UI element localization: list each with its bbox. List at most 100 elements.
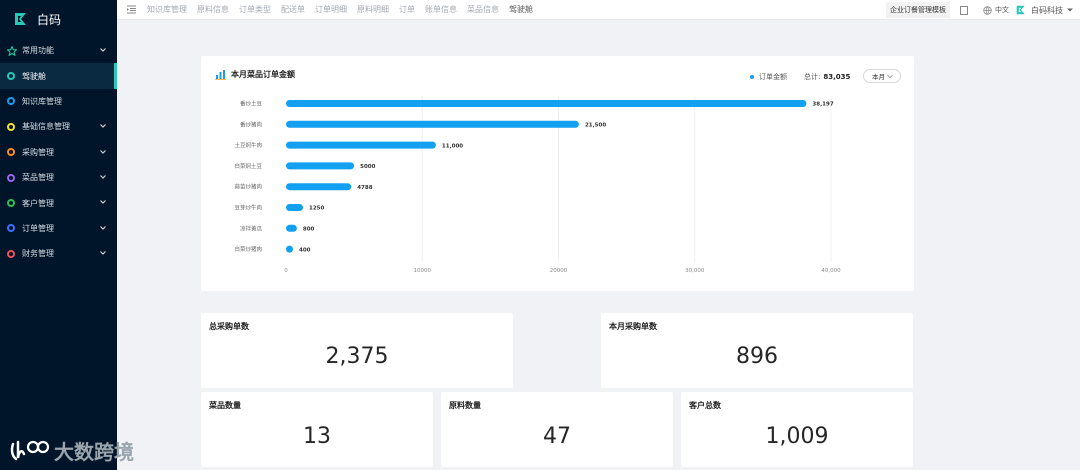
bar (286, 100, 807, 107)
x-tick-label: 30,000 (685, 268, 705, 274)
bar-value-label: 1250 (309, 206, 324, 212)
tab-0[interactable]: 知识库管理 (147, 5, 187, 14)
tab-7[interactable]: 账单信息 (425, 5, 457, 14)
chevron-down-icon (100, 251, 106, 255)
bar (286, 245, 293, 253)
sidebar-item-label: 采购管理 (22, 147, 54, 157)
logo-icon (15, 13, 26, 25)
sidebar-item-label: 客户管理 (22, 198, 54, 208)
total-label: 总计: (804, 73, 821, 81)
x-tick-label: 10000 (414, 268, 432, 274)
sidebar-item-label: 菜品管理 (22, 173, 54, 183)
y-category-label: 白菜焖土豆 (234, 162, 262, 170)
download-icon[interactable] (960, 5, 968, 15)
sidebar-item-label: 知识库管理 (22, 96, 62, 106)
sidebar-item-2[interactable]: 知识库管理 (0, 89, 117, 114)
company-logo-icon (1016, 5, 1025, 15)
sidebar-item-5[interactable]: 菜品管理 (0, 165, 117, 190)
y-category-label: 白菜炒猪肉 (234, 245, 262, 253)
menu-dot-icon (7, 72, 15, 81)
bar (286, 204, 304, 211)
watermark-logo-icon (10, 440, 50, 460)
y-category-label: 番炒猪肉 (240, 120, 262, 128)
template-button[interactable]: 企业订餐管理模板 (886, 2, 950, 18)
menu-dot-icon (7, 224, 15, 233)
bar-value-label: 4788 (357, 185, 372, 191)
menu-dot-icon (7, 97, 15, 106)
sidebar-item-label: 常用功能 (22, 46, 54, 56)
dish-count-card: 菜品数量 13 (201, 392, 433, 467)
y-category-label: 番炒土豆 (240, 100, 263, 108)
bar (286, 224, 297, 232)
language-switch[interactable]: 中文 (995, 6, 1009, 14)
bar-chart: 0 10000 20000 30,000 40,000 番炒土豆 38,197 番炒猪肉 21,… (234, 96, 841, 274)
bar-value-label: 11,000 (442, 143, 463, 149)
chart-legend[interactable]: 订单金额 (750, 72, 787, 82)
user-dropdown-icon[interactable] (1067, 7, 1073, 13)
tab-9[interactable]: 驾驶舱 (509, 5, 533, 14)
star-icon (7, 45, 17, 56)
globe-icon[interactable] (983, 5, 992, 15)
period-select[interactable]: 本月 (863, 69, 901, 83)
sidebar-item-label: 基础信息管理 (22, 122, 70, 132)
total-purchase-card: 总采购单数 2,375 (201, 313, 513, 388)
stat-value: 1,009 (765, 424, 829, 449)
material-count-card: 原料数量 47 (441, 392, 673, 467)
chevron-down-icon (100, 124, 106, 129)
stat-value: 896 (736, 344, 778, 369)
sidebar-item-label: 订单管理 (22, 223, 54, 233)
chevron-down-icon (100, 175, 106, 179)
bar-value-label: 400 (299, 247, 311, 253)
tab-2[interactable]: 订单类型 (239, 5, 271, 14)
bar (286, 162, 355, 170)
sidebar-item-3[interactable]: 基础信息管理 (0, 114, 117, 139)
stat-label: 总采购单数 (209, 322, 249, 331)
x-tick-label: 40,000 (821, 268, 841, 274)
total-value: 83,035 (823, 73, 851, 81)
sidebar-item-7[interactable]: 订单管理 (0, 216, 117, 241)
legend-dot-icon (750, 75, 754, 79)
y-category-label: 土豆焖牛肉 (234, 141, 262, 149)
menu-dot-icon (7, 148, 15, 157)
stat-label: 客户总数 (689, 401, 721, 410)
tab-8[interactable]: 菜品信息 (467, 5, 499, 14)
bar (286, 141, 436, 149)
stat-label: 菜品数量 (209, 401, 241, 410)
bar-value-label: 38,197 (812, 102, 833, 108)
sidebar-item-4[interactable]: 采购管理 (0, 140, 117, 165)
sidebar-item-8[interactable]: 财务管理 (0, 241, 117, 266)
tab-1[interactable]: 原料信息 (197, 5, 229, 14)
sidebar-item-1[interactable]: 驾驶舱 (0, 63, 117, 90)
tab-4[interactable]: 订单明细 (315, 5, 347, 14)
menu-dot-icon (7, 122, 15, 131)
app-name: 白码 (37, 12, 62, 27)
tab-5[interactable]: 原料明细 (357, 5, 389, 14)
period-value: 本月 (872, 73, 885, 81)
bar-value-label: 5000 (360, 164, 375, 170)
chevron-down-icon (100, 200, 106, 205)
menu-fold-icon[interactable] (127, 5, 136, 14)
stat-value: 47 (543, 424, 571, 449)
stat-label: 原料数量 (449, 401, 481, 410)
menu-dot-icon (7, 173, 15, 182)
tab-6[interactable]: 订单 (399, 5, 415, 14)
month-purchase-card: 本月采购单数 896 (601, 313, 913, 388)
tab-3[interactable]: 配送单 (281, 5, 305, 14)
y-category-label: 蒜苗炒猪肉 (234, 183, 262, 191)
x-tick-label: 20000 (550, 268, 568, 274)
top-bar: 知识库管理 原料信息 订单类型 配送单 订单明细 原料明细 订单 账单信息 菜品信息 驾驶舱 企业… (117, 0, 1080, 20)
tab-bar: 知识库管理 原料信息 订单类型 配送单 订单明细 原料明细 订单 账单信息 菜品信息 驾驶舱 (147, 4, 543, 15)
bar (286, 183, 352, 191)
watermark: 大数跨境 (10, 436, 134, 465)
app-logo[interactable]: 白码 (0, 0, 117, 38)
sidebar-item-0[interactable]: 常用功能 (0, 38, 117, 63)
sidebar-item-label: 驾驶舱 (22, 71, 46, 81)
customer-count-card: 客户总数 1,009 (681, 392, 913, 467)
chevron-down-icon (100, 149, 106, 154)
user-name[interactable]: 白码科技 (1031, 5, 1063, 15)
sidebar-menu: 常用功能驾驶舱知识库管理基础信息管理 采购管理菜品管理客户管理订单管理财务管理 (0, 38, 117, 267)
stat-label: 本月采购单数 (609, 322, 657, 331)
menu-dot-icon (7, 249, 15, 258)
sidebar-item-6[interactable]: 客户管理 (0, 190, 117, 215)
bar-value-label: 21,500 (585, 123, 606, 129)
